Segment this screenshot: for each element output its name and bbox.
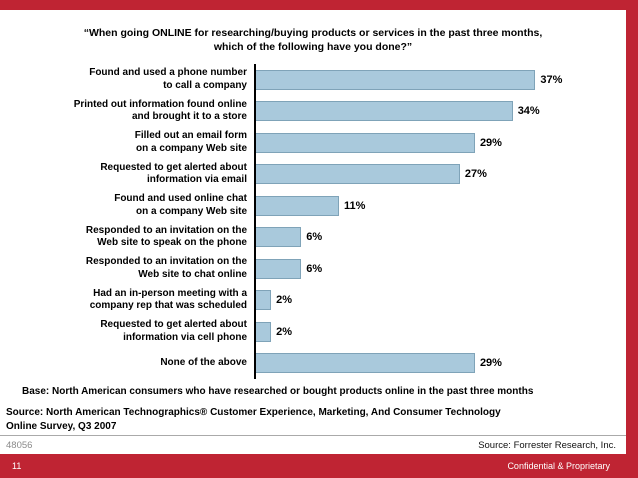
chart-row: None of the above 29% [8, 347, 626, 379]
bar-area: 27% [254, 158, 558, 190]
bar-value-label: 29% [479, 136, 502, 149]
footer-bar: 11 Confidential & Proprietary [0, 454, 638, 478]
chart-area: “When going ONLINE for researching/buyin… [0, 10, 626, 434]
bar-value-label: 27% [464, 168, 487, 181]
chart-row: Responded to an invitation on the Web sit… [8, 253, 626, 285]
bar-area: 2% [254, 284, 558, 316]
bar-area: 34% [254, 95, 558, 127]
chart-row: Had an in-person meeting with a company r… [8, 284, 626, 316]
bar [256, 290, 272, 311]
chart-row: Found and used online chat on a company W… [8, 190, 626, 222]
bar [256, 101, 513, 122]
category-label: Had an in-person meeting with a company r… [89, 287, 247, 312]
bar-value-label: 37% [540, 73, 563, 86]
bar-value-label: 34% [517, 105, 540, 118]
chart-title-line2: which of the following have you done?” [213, 41, 413, 53]
bar-value-label: 6% [306, 262, 323, 275]
bar-area: 29% [254, 347, 558, 379]
bar [256, 321, 272, 342]
category-label: Printed out information found online and … [73, 98, 247, 123]
right-border [626, 0, 638, 478]
bar [256, 195, 340, 216]
category-label: Filled out an email form on a company Web… [134, 130, 247, 154]
chart-row: Requested to get alerted about informatio… [8, 158, 626, 190]
chart-row: Filled out an email form on a company Web… [8, 127, 626, 159]
survey-source-line1: Source: North American Technographics® C… [6, 407, 501, 418]
bar-area: 6% [254, 253, 558, 285]
survey-source-line2: Online Survey, Q3 2007 [6, 420, 117, 432]
bar-area: 6% [254, 221, 558, 253]
bar [256, 353, 475, 374]
chart-title-line1: “When going ONLINE for researching/buyin… [83, 27, 543, 39]
bar-area: 2% [254, 316, 558, 348]
bar [256, 164, 460, 185]
bar [256, 69, 536, 90]
chart-row: Printed out information found online and … [8, 95, 626, 127]
bar-area: 37% [254, 64, 562, 96]
bar-area: 11% [254, 190, 558, 222]
category-label: Found and used online chat on a company W… [114, 193, 247, 217]
bar-value-label: 2% [276, 294, 292, 307]
bar-value-label: 6% [306, 231, 323, 244]
bar-value-label: 11% [344, 199, 366, 212]
chart-rows: Found and used a phone number to call a c… [8, 64, 626, 379]
chart-title: “When going ONLINE for researching/buyin… [0, 26, 626, 54]
category-label: Requested to get alerted about informatio… [100, 319, 247, 343]
bar-value-label: 2% [276, 325, 292, 338]
page-number: 11 [12, 461, 22, 471]
top-border [0, 0, 638, 10]
bar [256, 227, 302, 248]
meta-row: 48056 Source: Forrester Research, Inc. [0, 435, 626, 454]
survey-source-note: Source: North American Technographics® C… [6, 406, 626, 433]
chart-row: Responded to an invitation on the Web sit… [8, 221, 626, 253]
chart-row: Requested to get alerted about informatio… [8, 316, 626, 348]
bar [256, 132, 475, 153]
confidential-label: Confidential & Proprietary [507, 461, 610, 471]
chart-row: Found and used a phone number to call a c… [8, 64, 626, 96]
category-label: Found and used a phone number to call a c… [89, 67, 247, 91]
category-label: Responded to an invitation on the Web sit… [85, 256, 247, 280]
category-label: Responded to an invitation on the Web sit… [85, 224, 247, 249]
bar-value-label: 29% [479, 357, 502, 370]
bar-area: 29% [254, 127, 558, 159]
base-note: Base: North American consumers who have … [22, 386, 534, 397]
doc-number: 48056 [6, 439, 33, 451]
bar [256, 258, 302, 279]
category-label: None of the above [160, 357, 247, 368]
category-label: Requested to get alerted about informatio… [100, 161, 247, 186]
forrester-source-label: Source: Forrester Research, Inc. [478, 439, 616, 451]
